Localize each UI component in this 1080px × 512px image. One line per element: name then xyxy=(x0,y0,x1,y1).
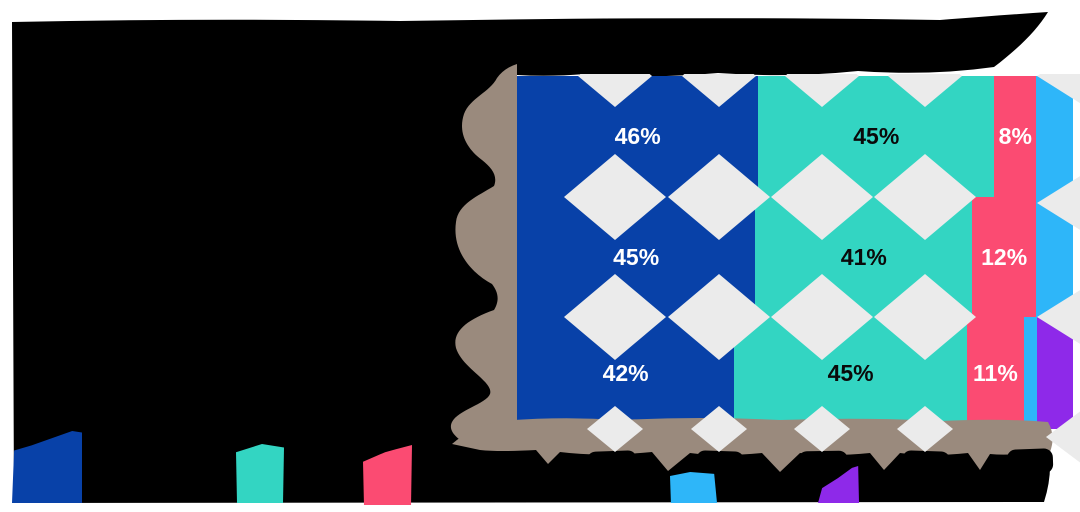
x-axis-brush-stroke xyxy=(452,418,1053,472)
segment-value-label: 11% xyxy=(973,359,1018,386)
legend-swatch-1 xyxy=(236,444,284,503)
bar-segment-pink: 11% xyxy=(966,317,1024,429)
x-axis-tick-label-obscured xyxy=(586,450,638,478)
segment-value-label: 45% xyxy=(853,123,900,149)
bar-segment-teal: 45% xyxy=(758,76,995,197)
diamond-shape xyxy=(1037,74,1080,105)
bar-row: 46% 45% 8% xyxy=(517,76,1073,197)
segment-value-label: 45% xyxy=(613,243,660,270)
diamond-shape xyxy=(682,74,756,107)
diamond-shape xyxy=(888,74,962,107)
segment-value-label: 46% xyxy=(614,123,661,149)
x-axis-tick-label-obscured xyxy=(797,450,849,478)
segment-value-label: 8% xyxy=(998,123,1032,149)
x-axis-tick-label-obscured xyxy=(901,450,951,478)
segment-value-label: 12% xyxy=(981,243,1028,270)
segment-value-label: 45% xyxy=(827,359,874,386)
bar-segment-cyan xyxy=(1023,317,1037,429)
diamond-shape xyxy=(578,74,652,107)
y-axis-brush-stroke xyxy=(450,64,517,446)
x-axis-tick-label-obscured xyxy=(1006,447,1054,475)
bar-segment-pink: 12% xyxy=(972,197,1036,317)
segment-value-label: 42% xyxy=(602,359,649,386)
diamond-pattern-top xyxy=(0,74,1080,144)
bar-segment-cyan xyxy=(1036,76,1073,197)
bar-segment-pink: 8% xyxy=(994,76,1037,197)
diamond-shape xyxy=(785,74,859,107)
segment-value-label: 41% xyxy=(840,243,887,270)
legend-swatch-3 xyxy=(670,472,717,503)
